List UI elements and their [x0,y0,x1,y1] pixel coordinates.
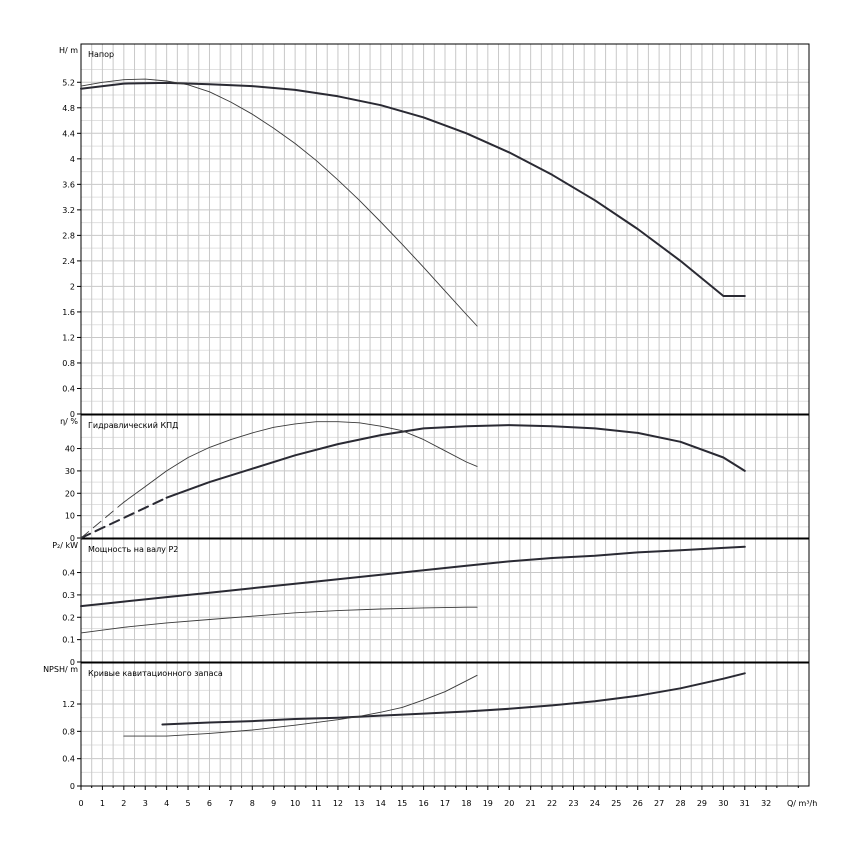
x-tick-label: 29 [697,799,707,808]
label-layer: 0 0.4 0.8 1.2 1.6 2 2.4 2.8 3.2 3.6 4 4.4 4.8 5.2 H/ m… [43,46,771,808]
y-tick-label: 0 [70,658,75,667]
panel-frame-power [80,538,810,663]
y-tick-label: 2.4 [62,257,75,266]
x-tick-label: 9 [271,799,276,808]
series-line-efficiency-thin-dashed [80,501,125,539]
y-tick-label: 0.1 [62,636,75,645]
y-tick-label: 10 [65,512,75,521]
y-tick-label: 4.4 [62,129,75,138]
y-tick-label: 1.6 [62,308,75,317]
y-tick-label: 0.8 [62,359,75,368]
panel-title-efficiency: Гидравлический КПД [88,421,178,430]
panel-title-head: Напор [88,50,114,59]
y-axis-label-efficiency: η/ % [60,417,78,426]
y-tick-label: 3.6 [62,180,75,189]
x-tick-label: 5 [186,799,191,808]
series-line-efficiency-thin [123,421,478,503]
x-tick-label: 0 [78,799,83,808]
y-tick-label: 20 [65,489,75,498]
series-line-power-thin [80,606,478,634]
y-tick-label: 0.4 [62,384,75,393]
panel-title-npsh: Кривые кавитационного запаса [88,669,223,678]
y-tick-label: 0.4 [62,569,75,578]
y-axis-label-head: H/ m [59,46,78,55]
x-tick-label: 17 [440,799,450,808]
x-tick-label: 31 [740,799,750,808]
y-tick-label: 1.2 [62,333,75,342]
x-tick-label: 11 [311,799,321,808]
y-tick-label: 0 [70,782,75,791]
y-tick-label: 40 [65,445,75,454]
x-tick-label: 28 [675,799,685,808]
x-tick-label: 24 [590,799,600,808]
x-tick-label: 22 [547,799,557,808]
series-line-npsh-thick [161,672,746,726]
x-tick-label: 20 [504,799,514,808]
series-line-head-thin [80,78,478,327]
panel-frame-efficiency [80,414,810,539]
y-tick-label: 0.8 [62,727,75,736]
y-tick-label: 3.2 [62,206,75,215]
y-axis-label-npsh: NPSH/ m [43,665,78,674]
series-line-efficiency-thick [165,424,746,499]
y-axis-label-power: P₂/ kW [52,541,78,550]
y-tick-label: 4 [70,155,75,164]
panel-frame-head [80,43,810,415]
panel-title-power: Мощность на валу P2 [88,545,178,554]
series-line-power-thick [80,545,746,608]
y-tick-label: 0.3 [62,591,75,600]
x-tick-label: 21 [526,799,536,808]
x-tick-label: 16 [418,799,428,808]
x-tick-label: 14 [376,799,386,808]
x-tick-label: 19 [483,799,493,808]
y-tick-label: 2 [70,282,75,291]
x-tick-label: 1 [100,799,105,808]
x-tick-label: 3 [143,799,148,808]
series-layer [80,78,746,737]
series-line-npsh-thin [123,674,478,737]
x-tick-label: 12 [333,799,343,808]
frame-layer [77,43,810,790]
x-tick-label: 27 [654,799,664,808]
y-tick-label: 5.2 [62,78,75,87]
y-tick-label: 0.2 [62,613,75,622]
y-tick-label: 1.2 [62,700,75,709]
x-tick-label: 30 [718,799,728,808]
y-tick-label: 30 [65,467,75,476]
x-tick-label: 23 [568,799,578,808]
y-tick-label: 0 [70,534,75,543]
x-tick-label: 2 [121,799,126,808]
x-tick-label: 32 [761,799,771,808]
x-tick-label: 15 [397,799,407,808]
x-tick-label: 7 [228,799,233,808]
x-tick-label: 4 [164,799,169,808]
y-tick-label: 2.8 [62,231,75,240]
x-tick-label: 8 [250,799,255,808]
x-axis-label: Q/ m³/h [787,799,817,808]
x-tick-label: 18 [461,799,471,808]
x-tick-label: 10 [290,799,300,808]
y-tick-label: 0 [70,410,75,419]
x-tick-label: 26 [633,799,643,808]
y-tick-label: 0.4 [62,755,75,764]
y-tick-label: 4.8 [62,104,75,113]
x-tick-label: 6 [207,799,212,808]
series-line-efficiency-thick-dashed [80,496,168,539]
x-tick-label: 25 [611,799,621,808]
series-line-head-thick [80,81,746,297]
x-tick-label: 13 [354,799,364,808]
